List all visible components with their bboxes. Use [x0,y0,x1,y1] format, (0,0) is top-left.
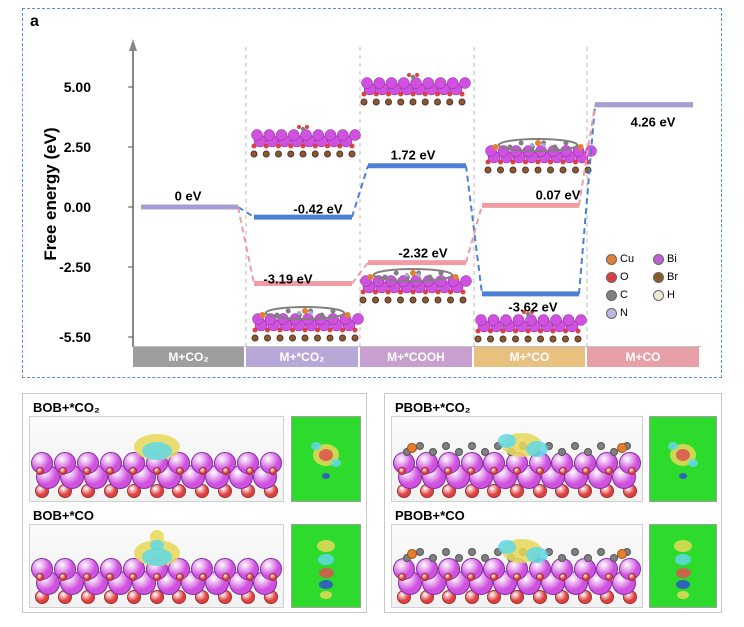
panel-b-title-2: BOB+*CO [33,508,94,523]
reaction-step: M+*CO [474,347,585,367]
energy-value: 1.72 eV [391,148,436,163]
panel-b: BOB+*CO₂ BOB+*CO [22,393,367,613]
energy-value: 0.07 eV [536,188,581,203]
energy-value: -3.62 eV [508,300,557,315]
y-tick: -2.50 [53,259,91,275]
y-tick: 2.50 [53,139,91,155]
y-tick: 0.00 [53,199,91,215]
panel-c-title-2: PBOB+*CO [395,508,465,523]
panel-b-title-1: BOB+*CO₂ [33,400,100,415]
reaction-step: M+*COOH [360,347,472,367]
reaction-step: M+CO₂ [133,347,244,367]
panel-c: PBOB+*CO₂ PBOB+*CO [384,393,722,613]
reaction-step: M+CO [587,347,699,367]
y-tick: 5.00 [53,79,91,95]
energy-value: -2.32 eV [398,246,447,261]
inset-pbob-co [649,524,717,608]
atom-legend: CuBiOBrCHN [606,250,701,322]
render-pbob-co [391,524,643,608]
panel-a: Free energy (eV) CuBiOBrCHN 5.002.500.00… [22,8,722,378]
energy-value: -0.42 eV [293,202,342,217]
render-pbob-co2 [391,416,643,502]
panel-c-title-1: PBOB+*CO₂ [395,400,471,415]
render-bob-co [29,524,284,608]
energy-value: 0 eV [175,189,202,204]
inset-pbob-co2 [649,416,717,502]
energy-value: -3.19 eV [263,272,312,287]
y-tick: -5.50 [53,329,91,345]
inset-bob-co [291,524,361,608]
energy-value: 4.26 eV [631,115,676,130]
render-bob-co2 [29,416,284,502]
panel-label-a: a [30,13,39,31]
reaction-step: M+*CO₂ [246,347,358,367]
inset-bob-co2 [291,416,361,502]
